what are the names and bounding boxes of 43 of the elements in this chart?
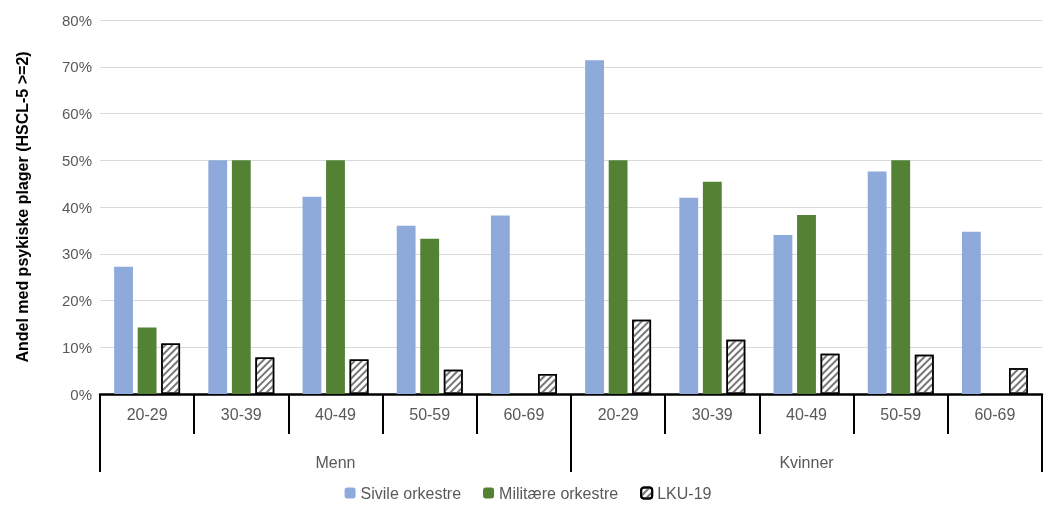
bar (773, 235, 793, 394)
x-tick-label: 30-39 (220, 405, 262, 423)
legend-label: LKU-19 (657, 484, 712, 502)
x-tick-label: 60-69 (503, 405, 545, 423)
y-tick-label: 70% (61, 58, 92, 76)
bar (114, 266, 133, 394)
y-tick-label: 30% (61, 245, 92, 263)
x-tick-label: 40-49 (315, 405, 357, 423)
legend-label: Sivile orkestre (360, 484, 462, 502)
bar (420, 238, 440, 394)
bar (702, 181, 722, 394)
x-tick-label: 50-59 (409, 405, 451, 423)
y-tick-label: 20% (61, 292, 92, 309)
bar (208, 160, 228, 394)
bar (608, 160, 628, 394)
x-tick-label: 60-69 (974, 405, 1016, 423)
bar (490, 215, 510, 394)
bar (891, 160, 911, 394)
x-tick-label: 20-29 (126, 405, 168, 423)
y-tick-label: 40% (61, 198, 92, 216)
y-tick-label: 0% (70, 385, 92, 403)
text: Menn (315, 453, 356, 471)
bar (679, 197, 699, 394)
bar (797, 214, 816, 394)
bar (302, 196, 322, 394)
bar (396, 225, 416, 394)
y-axis-title: Andel med psykiske plager (HSCL-5 >=2) (13, 51, 31, 363)
bar (231, 160, 251, 394)
x-tick-label: 30-39 (691, 405, 733, 423)
y-tick-label: 50% (61, 151, 92, 169)
x-tick-label: 50-59 (880, 405, 922, 423)
bar (326, 160, 345, 394)
bar (961, 231, 981, 394)
x-tick-label: 40-49 (786, 405, 828, 423)
bar (137, 327, 157, 394)
y-tick-label: 10% (61, 338, 92, 356)
x-tick-label: 20-29 (597, 405, 639, 423)
legend-label: Militære orkestre (499, 484, 619, 502)
bar (867, 171, 887, 394)
text: Kvinner (779, 453, 835, 471)
y-tick-label: 60% (61, 105, 92, 122)
y-tick-label: 80% (61, 11, 92, 29)
bar (585, 60, 604, 394)
